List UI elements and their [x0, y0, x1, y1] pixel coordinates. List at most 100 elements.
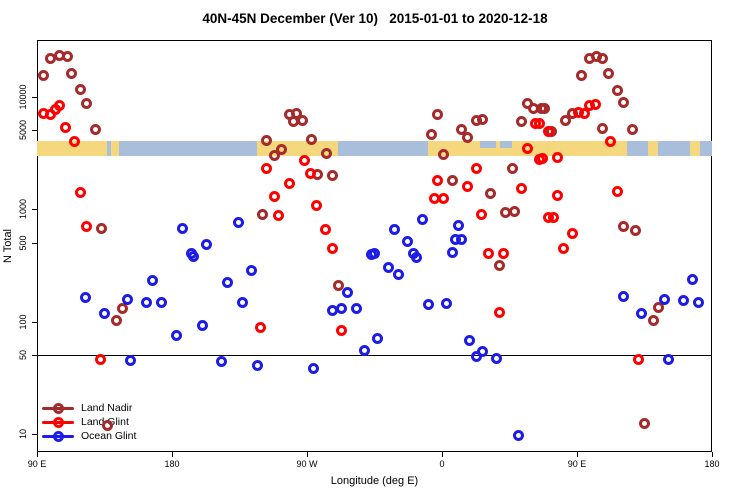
- data-point-land-glint: [611, 185, 623, 197]
- data-point-land-glint: [498, 248, 510, 260]
- data-point-ocean-glint: [635, 307, 647, 319]
- data-point-ocean-glint: [692, 297, 704, 309]
- data-point-land-glint: [68, 135, 80, 147]
- x-tick-label: 0: [439, 459, 445, 469]
- data-point-land-nadir: [305, 133, 317, 145]
- legend-marker-circle: [52, 431, 64, 442]
- data-point-land-nadir: [630, 225, 642, 237]
- data-point-land-nadir: [648, 315, 660, 327]
- data-point-land-glint: [534, 117, 546, 129]
- data-point-land-nadir: [508, 205, 520, 217]
- data-point-ocean-glint: [171, 330, 183, 342]
- data-point-land-glint: [470, 162, 482, 174]
- x-tick-label: 90 W: [296, 459, 318, 469]
- data-point-land-glint: [335, 325, 347, 337]
- data-point-land-nadir: [652, 302, 664, 314]
- data-point-land-glint: [567, 228, 579, 240]
- x-axis-title: Longitude (deg E): [330, 475, 419, 487]
- data-point-land-glint: [273, 210, 285, 222]
- data-point-ocean-glint: [121, 293, 133, 305]
- reference-line-50: [37, 355, 712, 356]
- map-strip-inland-water: [500, 140, 513, 149]
- data-point-land-glint: [60, 121, 72, 133]
- y-tick-label: 1000: [18, 198, 28, 220]
- data-point-land-nadir: [618, 221, 630, 233]
- data-point-ocean-glint: [677, 295, 689, 307]
- data-point-ocean-glint: [388, 224, 400, 236]
- y-tick-label: 50: [18, 350, 28, 361]
- map-strip-land: [689, 140, 700, 157]
- data-point-land-nadir: [333, 280, 345, 292]
- data-point-land-nadir: [447, 174, 459, 186]
- data-point-ocean-glint: [335, 303, 347, 315]
- map-strip-inland-water: [479, 140, 496, 149]
- data-point-ocean-glint: [222, 277, 234, 289]
- y-tick-mark: [32, 130, 37, 131]
- y-tick-mark: [32, 243, 37, 244]
- y-tick-mark: [32, 355, 37, 356]
- data-point-land-glint: [75, 186, 87, 198]
- data-point-ocean-glint: [662, 353, 674, 365]
- map-strip-land: [647, 140, 658, 157]
- data-point-land-nadir: [116, 303, 128, 315]
- data-point-land-nadir: [110, 315, 122, 327]
- data-point-land-nadir: [268, 149, 280, 161]
- data-point-ocean-glint: [216, 356, 228, 368]
- data-point-land-nadir: [611, 85, 623, 97]
- data-point-land-glint: [461, 180, 473, 192]
- data-point-land-nadir: [261, 134, 273, 146]
- data-point-land-glint: [542, 125, 554, 137]
- data-point-land-nadir: [61, 51, 73, 63]
- data-point-land-glint: [537, 152, 549, 164]
- data-point-ocean-glint: [463, 334, 475, 346]
- data-point-ocean-glint: [232, 217, 244, 229]
- x-tick-label: 180: [704, 459, 720, 469]
- data-point-land-glint: [589, 98, 601, 110]
- data-point-ocean-glint: [470, 350, 482, 362]
- data-point-ocean-glint: [617, 291, 629, 303]
- data-point-land-glint: [552, 151, 564, 163]
- map-strip-land: [110, 140, 120, 157]
- data-point-ocean-glint: [201, 239, 213, 251]
- data-point-land-nadir: [538, 102, 550, 114]
- data-point-land-glint: [283, 177, 295, 189]
- data-point-ocean-glint: [447, 247, 459, 259]
- data-point-ocean-glint: [440, 297, 452, 309]
- data-point-land-glint: [428, 192, 440, 204]
- x-tick-mark: [37, 452, 38, 457]
- data-point-land-nadir: [101, 419, 113, 431]
- data-point-land-nadir: [321, 147, 333, 159]
- data-point-land-glint: [515, 182, 527, 194]
- data-point-land-nadir: [638, 417, 650, 429]
- x-tick-label: 180: [164, 459, 180, 469]
- data-point-ocean-glint: [177, 223, 189, 235]
- data-point-ocean-glint: [490, 352, 502, 364]
- data-point-ocean-glint: [237, 297, 249, 309]
- data-point-land-nadir: [597, 53, 609, 65]
- legend-marker-circle: [52, 417, 64, 428]
- x-tick-label: 90 E: [27, 459, 47, 469]
- y-axis-title: N Total: [2, 228, 14, 264]
- data-point-ocean-glint: [372, 332, 384, 344]
- data-point-land-glint: [475, 209, 487, 221]
- data-point-ocean-glint: [512, 429, 524, 441]
- data-point-land-glint: [327, 243, 339, 255]
- legend-label: Land Nadir: [81, 402, 133, 414]
- data-point-land-nadir: [462, 131, 474, 143]
- legend-marker-circle: [52, 403, 64, 414]
- data-point-land-nadir: [81, 97, 93, 109]
- data-point-land-nadir: [627, 123, 639, 135]
- data-point-land-nadir: [575, 70, 587, 82]
- data-point-ocean-glint: [246, 265, 258, 277]
- data-point-land-nadir: [66, 68, 78, 80]
- data-point-ocean-glint: [79, 292, 91, 304]
- data-point-land-glint: [268, 190, 280, 202]
- y-tick-mark: [32, 434, 37, 435]
- data-point-ocean-glint: [251, 359, 263, 371]
- data-point-land-glint: [304, 167, 316, 179]
- data-point-land-glint: [547, 212, 559, 224]
- chart-title: 40N-45N December (Ver 10) 2015-01-01 to …: [202, 11, 548, 26]
- data-point-land-glint: [432, 174, 444, 186]
- data-point-land-nadir: [437, 148, 449, 160]
